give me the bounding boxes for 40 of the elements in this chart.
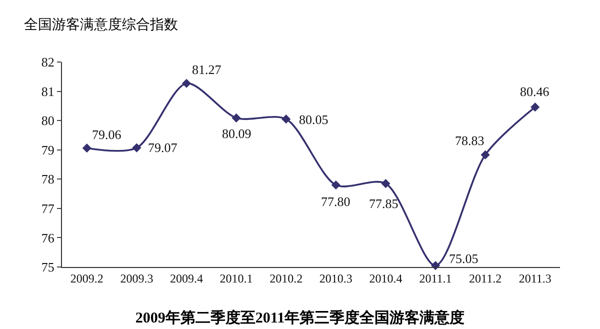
data-label: 81.27: [192, 62, 222, 77]
data-label: 80.05: [299, 112, 328, 127]
point: [480, 150, 490, 160]
x-tick-label: 2011.2: [469, 271, 502, 286]
x-tick-label: 2009.4: [170, 271, 203, 286]
data-label: 80.46: [520, 84, 550, 99]
data-label: 78.83: [455, 133, 484, 148]
data-label: 80.09: [222, 126, 252, 141]
point: [182, 78, 192, 88]
point: [381, 178, 390, 188]
point: [82, 144, 92, 153]
point: [282, 114, 291, 124]
y-tick-label: 77: [41, 200, 55, 216]
y-tick-label: 75: [41, 260, 54, 275]
x-tick-label: 2010.4: [369, 271, 402, 286]
y-tick-label: 81: [41, 84, 54, 99]
y-axis-title: 全国游客满意度综合指数: [24, 17, 178, 33]
x-tick-label: 2011.1: [419, 271, 452, 286]
x-tick-label: 2009.2: [70, 271, 104, 286]
data-label: 79.07: [148, 140, 178, 155]
point: [331, 180, 340, 190]
data-label: 79.06: [92, 127, 122, 142]
y-tick-label: 78: [41, 172, 54, 187]
x-tick-label: 2011.3: [518, 271, 552, 286]
point: [132, 143, 142, 152]
y-tick-label: 80: [41, 113, 54, 128]
point: [530, 102, 540, 112]
text: 2009年第二季度至2011年第三季度全国游客满意度: [135, 308, 465, 326]
data-label: 75.05: [449, 251, 478, 266]
y-tick-label: 76: [41, 230, 55, 246]
x-tick-label: 2010.2: [270, 271, 303, 286]
data-label: 77.85: [369, 196, 398, 211]
x-tick-label: 2010.1: [220, 271, 253, 286]
y-tick-label: 82: [41, 54, 54, 70]
point: [232, 113, 241, 122]
x-tick-label: 2010.3: [319, 271, 352, 286]
y-tick-label: 79: [41, 142, 54, 158]
point: [430, 260, 440, 270]
data-label: 77.80: [321, 194, 350, 209]
x-tick-label: 2009.3: [120, 271, 154, 286]
